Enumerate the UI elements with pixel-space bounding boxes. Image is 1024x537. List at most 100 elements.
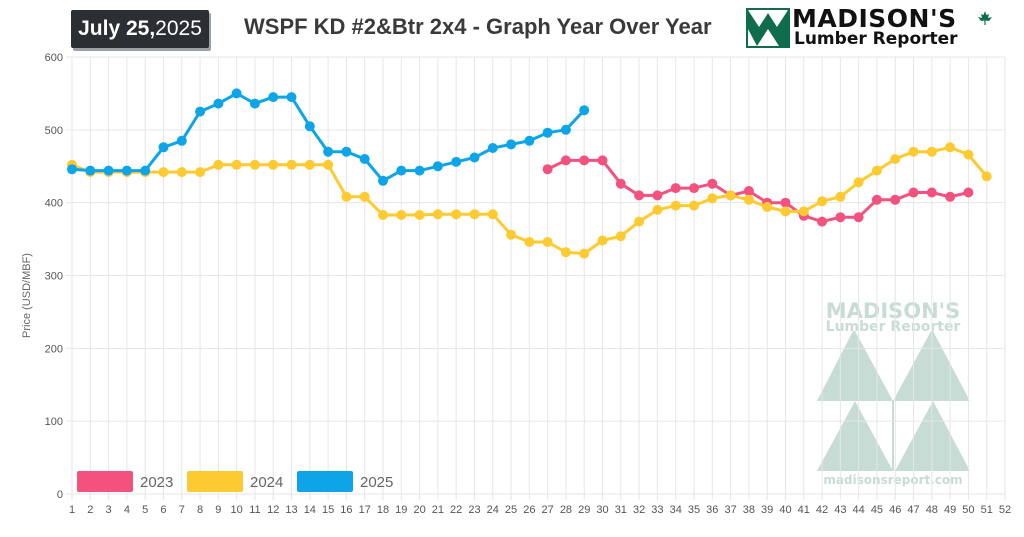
data-point-2025 bbox=[195, 106, 206, 117]
x-tick-label: 38 bbox=[743, 504, 755, 516]
x-tick-label: 10 bbox=[231, 504, 243, 516]
data-point-2025 bbox=[560, 124, 571, 135]
data-point-2024 bbox=[835, 191, 846, 202]
data-point-2024 bbox=[780, 206, 791, 217]
x-tick-label: 14 bbox=[304, 504, 316, 516]
x-tick-label: 44 bbox=[853, 504, 865, 516]
data-point-2024 bbox=[231, 159, 242, 170]
data-point-2025 bbox=[213, 98, 224, 109]
chart-grid bbox=[66, 56, 1006, 500]
data-point-2024 bbox=[524, 237, 535, 247]
data-point-2025 bbox=[359, 154, 370, 164]
data-point-2024 bbox=[213, 159, 224, 170]
data-point-2023 bbox=[908, 187, 919, 198]
chart-legend: 2023 2024 2025 bbox=[77, 471, 393, 492]
x-tick-label: 7 bbox=[179, 504, 185, 516]
y-tick-label: 200 bbox=[45, 343, 63, 355]
data-point-2023 bbox=[652, 190, 663, 201]
x-tick-label: 23 bbox=[468, 504, 480, 516]
data-point-2025 bbox=[469, 152, 480, 163]
brand-name: MADISON'S bbox=[792, 4, 957, 33]
brand-subtitle: Lumber Reporter bbox=[794, 29, 958, 49]
data-point-2023 bbox=[871, 194, 882, 205]
x-tick-label: 42 bbox=[816, 504, 828, 516]
data-point-2024 bbox=[249, 159, 260, 170]
data-point-2024 bbox=[432, 209, 443, 220]
x-tick-label: 39 bbox=[761, 504, 773, 516]
data-point-2024 bbox=[487, 209, 498, 220]
x-tick-label: 47 bbox=[907, 504, 919, 516]
watermark-name: MADISON'S bbox=[826, 299, 961, 323]
data-point-2025 bbox=[249, 98, 260, 109]
data-point-2024 bbox=[286, 159, 297, 170]
x-tick-label: 8 bbox=[197, 504, 203, 516]
data-point-2024 bbox=[634, 216, 645, 227]
data-point-2025 bbox=[85, 165, 96, 176]
data-point-2023 bbox=[542, 164, 553, 175]
data-point-2023 bbox=[780, 197, 791, 208]
x-tick-label: 1 bbox=[69, 504, 75, 516]
x-tick-label: 18 bbox=[377, 504, 389, 516]
watermark-triangle bbox=[817, 401, 893, 471]
brand-triangles-icon bbox=[746, 8, 790, 48]
data-point-2024 bbox=[378, 210, 388, 220]
x-tick-label: 5 bbox=[142, 504, 148, 516]
x-tick-label: 33 bbox=[651, 504, 663, 516]
data-point-2023 bbox=[634, 190, 645, 201]
watermark-subtitle: Lumber Reporter bbox=[826, 319, 961, 335]
date-month-day: July 25, bbox=[78, 17, 156, 40]
x-tick-label: 16 bbox=[340, 504, 352, 516]
x-tick-label: 50 bbox=[962, 504, 974, 516]
x-tick-label: 24 bbox=[487, 504, 499, 516]
x-tick-label: 4 bbox=[124, 504, 130, 516]
data-point-2024 bbox=[304, 159, 315, 170]
x-tick-label: 45 bbox=[871, 504, 883, 516]
x-tick-label: 43 bbox=[834, 504, 846, 516]
x-tick-label: 49 bbox=[944, 504, 956, 516]
data-point-2024 bbox=[506, 229, 517, 240]
legend-label-2023: 2023 bbox=[140, 474, 173, 491]
x-tick-label: 40 bbox=[779, 504, 791, 516]
x-tick-label: 52 bbox=[999, 504, 1011, 516]
data-point-2025 bbox=[451, 156, 462, 167]
data-point-2024 bbox=[597, 235, 608, 246]
chart-series bbox=[67, 88, 992, 259]
x-tick-label: 25 bbox=[505, 504, 517, 516]
date-badge: July 25, 2025 bbox=[71, 10, 209, 48]
watermark-triangle bbox=[895, 401, 970, 471]
data-point-2024 bbox=[945, 142, 956, 153]
data-point-2025 bbox=[341, 146, 352, 157]
data-point-2024 bbox=[268, 159, 279, 170]
x-tick-label: 13 bbox=[285, 504, 297, 516]
data-point-2024 bbox=[542, 237, 553, 247]
x-tick-label: 27 bbox=[542, 504, 554, 516]
x-tick-label: 31 bbox=[615, 504, 627, 516]
data-point-2024 bbox=[560, 247, 571, 258]
data-point-2024 bbox=[890, 154, 901, 164]
data-point-2024 bbox=[158, 167, 169, 178]
y-tick-label: 300 bbox=[45, 271, 63, 283]
data-point-2024 bbox=[798, 206, 809, 217]
series-2025 bbox=[67, 88, 590, 186]
x-tick-label: 9 bbox=[215, 504, 221, 516]
data-point-2023 bbox=[560, 155, 571, 166]
data-point-2023 bbox=[579, 155, 590, 166]
data-point-2024 bbox=[725, 190, 736, 201]
x-tick-label: 20 bbox=[413, 504, 425, 516]
data-point-2024 bbox=[176, 167, 187, 178]
x-tick-label: 30 bbox=[596, 504, 608, 516]
y-tick-label: 0 bbox=[57, 489, 63, 501]
data-point-2024 bbox=[926, 146, 937, 157]
x-tick-label: 37 bbox=[724, 504, 736, 516]
y-tick-label: 500 bbox=[45, 125, 63, 137]
legend-swatch-2023 bbox=[77, 471, 133, 492]
data-point-2024 bbox=[341, 191, 352, 202]
x-tick-label: 29 bbox=[578, 504, 590, 516]
maple-leaf-icon bbox=[978, 11, 992, 25]
data-point-2023 bbox=[945, 191, 956, 202]
data-point-2024 bbox=[871, 165, 882, 176]
data-point-2024 bbox=[670, 200, 681, 211]
data-point-2023 bbox=[615, 178, 626, 189]
x-tick-label: 48 bbox=[926, 504, 938, 516]
data-point-2023 bbox=[817, 216, 828, 227]
